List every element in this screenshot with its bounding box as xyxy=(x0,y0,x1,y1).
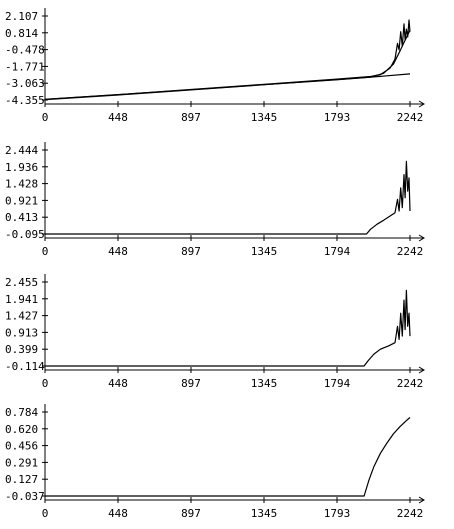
x-tick-label: 448 xyxy=(108,377,128,390)
y-tick-label: 0.913 xyxy=(5,326,38,339)
y-tick-label: -3.063 xyxy=(5,77,45,90)
y-tick-label: 1.941 xyxy=(5,293,38,306)
x-tick-label: 448 xyxy=(108,507,128,520)
y-tick-label: -0.095 xyxy=(5,228,45,241)
y-tick-label: -4.355 xyxy=(5,94,45,107)
x-tick-label: 0 xyxy=(42,111,49,124)
series-line-1 xyxy=(45,289,411,367)
x-tick-label: 2242 xyxy=(397,245,424,258)
x-tick-label: 1793 xyxy=(324,507,351,520)
x-tick-label: 1345 xyxy=(251,245,278,258)
x-tick-label: 1794 xyxy=(324,245,351,258)
y-tick-label: -0.478 xyxy=(5,44,45,57)
x-tick-label: 448 xyxy=(108,111,128,124)
x-tick-label: 448 xyxy=(108,245,128,258)
x-tick-label: 2242 xyxy=(397,507,424,520)
y-tick-label: 1.428 xyxy=(5,178,38,191)
x-axis-arrow xyxy=(418,234,425,242)
x-tick-label: 0 xyxy=(42,245,49,258)
y-tick-label: 2.107 xyxy=(5,10,38,23)
chart-panel-2: 2.444 1.936 1.428 0.921 0.413 -0.095 0 448 897 13… xyxy=(5,142,425,258)
x-tick-label: 1345 xyxy=(251,377,278,390)
y-tick-label: -0.037 xyxy=(5,490,45,503)
x-tick-label: 2242 xyxy=(397,111,424,124)
series-line-2 xyxy=(44,30,411,101)
y-tick-label: 0.814 xyxy=(5,27,38,40)
x-tick-label: 897 xyxy=(181,245,201,258)
y-tick-label: 0.127 xyxy=(5,473,38,486)
x-tick-label: 2242 xyxy=(397,377,424,390)
x-tick-label: 897 xyxy=(181,377,201,390)
x-tick-label: 1345 xyxy=(251,507,278,520)
x-tick-label: 897 xyxy=(181,111,201,124)
x-axis-arrow xyxy=(418,100,425,108)
x-axis-arrow xyxy=(418,496,425,504)
y-tick-label: 1.936 xyxy=(5,161,38,174)
x-tick-label: 1793 xyxy=(324,111,351,124)
series-line-3 xyxy=(44,73,411,100)
y-tick-label: 0.413 xyxy=(5,211,38,224)
series-line-1 xyxy=(45,160,411,235)
y-tick-label: 2.455 xyxy=(5,276,38,289)
x-tick-label: 897 xyxy=(181,507,201,520)
x-tick-label: 1794 xyxy=(324,377,351,390)
y-tick-label: 1.427 xyxy=(5,310,38,323)
chart-panel-4: 0.784 0.620 0.456 0.291 0.127 -0.037 0 448 897 13… xyxy=(5,404,425,520)
x-tick-label: 0 xyxy=(42,377,49,390)
y-tick-label: -0.114 xyxy=(5,360,45,373)
y-tick-label: 0.399 xyxy=(5,343,38,356)
y-tick-label: 0.620 xyxy=(5,423,38,436)
x-axis-arrow xyxy=(418,366,425,374)
y-tick-label: 0.456 xyxy=(5,440,38,453)
chart-panel-1: 2.107 0.814 -0.478 -1.771 -3.063 -4.355 0 448 89… xyxy=(5,8,425,124)
y-tick-label: 0.291 xyxy=(5,456,38,469)
y-tick-label: 0.921 xyxy=(5,194,38,207)
y-tick-label: -1.771 xyxy=(5,60,45,73)
y-tick-label: 0.784 xyxy=(5,406,38,419)
x-tick-label: 0 xyxy=(42,507,49,520)
y-tick-label: 2.444 xyxy=(5,144,38,157)
chart-panel-3: 2.455 1.941 1.427 0.913 0.399 -0.114 0 448 897 13… xyxy=(5,274,425,390)
series-line-1 xyxy=(45,417,411,497)
x-tick-label: 1345 xyxy=(251,111,278,124)
